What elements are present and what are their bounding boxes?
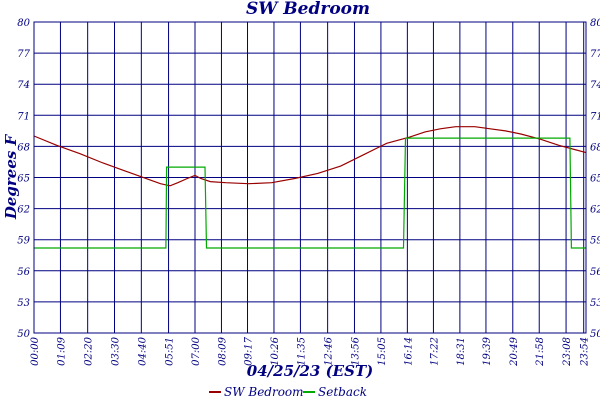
chart-title: SW Bedroom: [246, 0, 370, 19]
y-tick-label-left: 68: [17, 142, 30, 153]
plot-frame: [33, 21, 587, 334]
x-tick-label: 08:09: [217, 336, 228, 365]
y-tick-label-right: 71: [590, 111, 600, 122]
x-tick-label: 10:26: [270, 336, 281, 365]
x-tick-label: 07:00: [191, 336, 202, 365]
y-tick-label-left: 77: [17, 49, 30, 60]
legend-label-sw-bedroom: SW Bedroom: [224, 385, 304, 399]
x-tick-label: 02:20: [84, 336, 95, 365]
x-tick-label: 00:00: [30, 336, 41, 365]
series-lines: [33, 126, 587, 249]
y-tick-label-right: 74: [590, 80, 600, 91]
x-tick-label: 04:40: [137, 336, 148, 365]
series-line-sw-bedroom: [33, 126, 587, 187]
y-tick-label-right: 62: [590, 205, 600, 216]
x-tick-label: 17:22: [429, 337, 440, 366]
y-tick-label-right: 50: [590, 329, 600, 340]
y-tick-label-right: 65: [590, 174, 600, 185]
legend: SW Bedroom Setback: [209, 385, 367, 399]
x-tick-label: 23:08: [562, 337, 573, 367]
grid: [33, 21, 586, 334]
y-tick-label-left: 50: [17, 329, 30, 340]
y-tick-label-left: 65: [17, 174, 30, 185]
y-axis-label: Degrees F: [2, 133, 20, 220]
y-tick-label-left: 59: [17, 236, 30, 247]
y-tick-label-right: 68: [590, 142, 600, 153]
x-tick-label: 18:31: [456, 337, 467, 366]
x-tick-label: 15:05: [377, 337, 388, 366]
y-tick-label-right: 59: [590, 236, 600, 247]
x-tick-label: 16:14: [403, 337, 414, 366]
x-tick-label: 13:56: [350, 336, 361, 365]
x-tick-label: 11:35: [296, 337, 307, 366]
y-tick-label-left: 62: [17, 205, 30, 216]
x-tick-label: 19:39: [482, 336, 493, 365]
y-tick-label-right: 56: [590, 267, 600, 278]
y-tick-label-left: 71: [17, 111, 30, 122]
y-tick-label-right: 80: [590, 18, 600, 29]
tick-labels: 50 50 53 53 56 56 59 59 62 62 65 65 68 68 71 71 74 74 77 77…: [17, 18, 600, 367]
x-tick-label: 05:51: [165, 337, 176, 366]
x-tick-label: 01:09: [56, 336, 67, 365]
x-tick-label: 23:54: [580, 337, 591, 367]
x-tick-label: 20:49: [509, 336, 520, 366]
y-tick-label-left: 53: [17, 298, 30, 309]
y-tick-label-right: 77: [590, 49, 600, 60]
y-tick-label-left: 74: [17, 80, 30, 91]
y-tick-label-right: 53: [590, 298, 600, 309]
y-tick-label-left: 80: [17, 18, 30, 29]
x-axis-label: 04/25/23 (EST): [247, 362, 373, 380]
legend-label-setback: Setback: [318, 385, 367, 399]
x-tick-label: 03:30: [111, 336, 122, 365]
x-tick-label: 09:17: [244, 336, 255, 365]
x-tick-label: 12:46: [324, 336, 335, 365]
series-line-setback: [34, 137, 586, 249]
y-tick-label-left: 56: [17, 267, 30, 278]
x-tick-label: 21:58: [535, 337, 546, 367]
